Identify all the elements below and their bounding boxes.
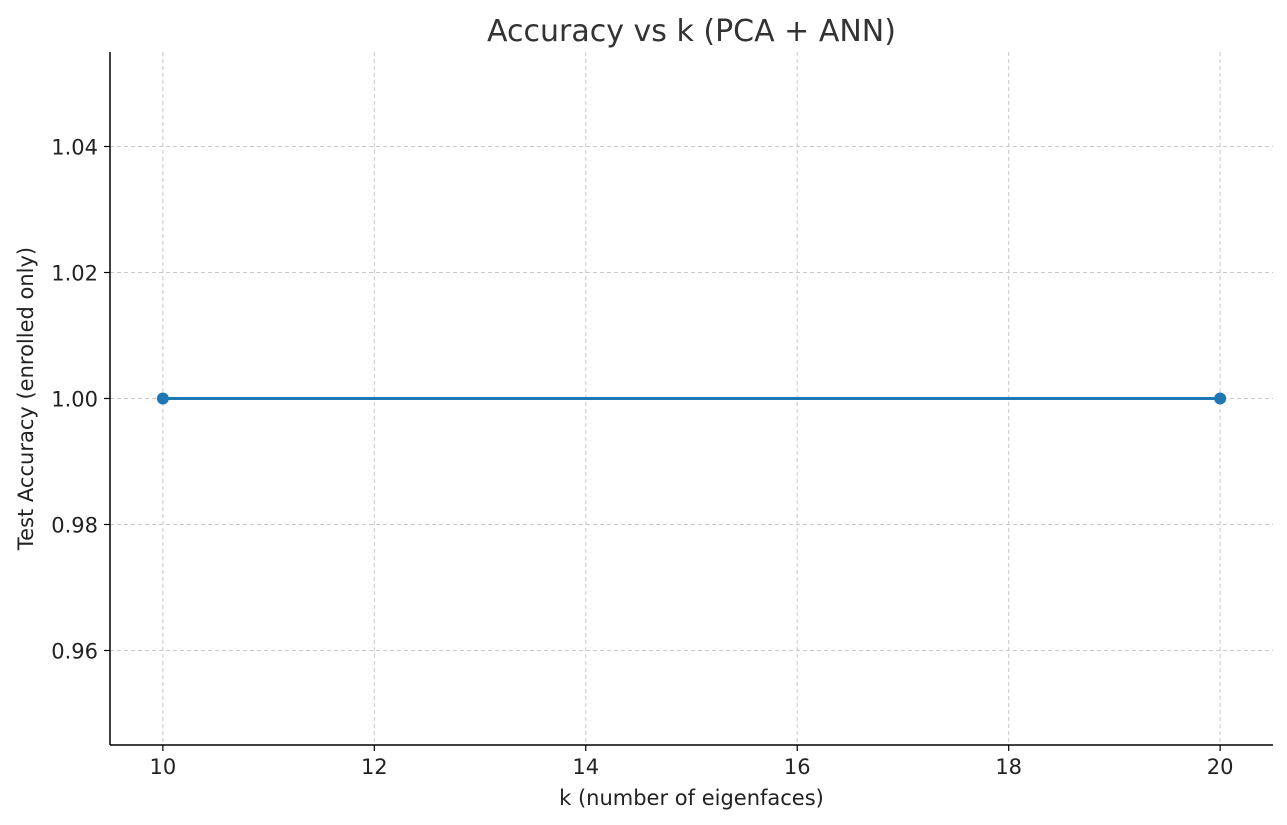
y-tick-label: 1.02 [51, 262, 98, 286]
chart-title: Accuracy vs k (PCA + ANN) [487, 14, 896, 49]
x-ticks: 10 12 14 16 18 20 [149, 745, 1234, 779]
y-tick-label: 0.98 [51, 514, 98, 538]
data-point [1214, 392, 1227, 405]
y-ticks: 0.96 0.98 1.00 1.02 1.04 [51, 136, 110, 664]
y-tick-label: 1.04 [51, 136, 98, 160]
x-tick-label: 10 [149, 755, 176, 779]
x-tick-label: 14 [572, 755, 599, 779]
x-tick-label: 16 [784, 755, 811, 779]
y-axis-title: Test Accuracy (enrolled only) [14, 247, 38, 551]
x-tick-label: 20 [1207, 755, 1234, 779]
y-tick-label: 0.96 [51, 640, 98, 664]
series [156, 392, 1227, 405]
data-point [156, 392, 169, 405]
x-tick-label: 18 [995, 755, 1022, 779]
y-tick-label: 1.00 [51, 388, 98, 412]
x-tick-label: 12 [361, 755, 388, 779]
x-axis-title: k (number of eigenfaces) [559, 786, 824, 810]
